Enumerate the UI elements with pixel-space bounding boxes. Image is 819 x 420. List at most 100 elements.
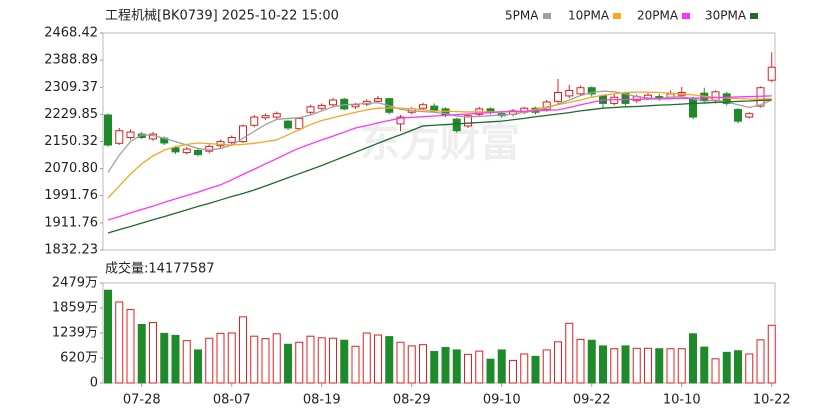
volume-bar xyxy=(239,316,247,384)
x-tick-label: 08-07 xyxy=(213,393,251,408)
candle-body xyxy=(171,147,180,153)
volume-bar xyxy=(722,351,731,384)
candle-body xyxy=(137,133,146,139)
volume-bar xyxy=(171,334,180,384)
candle-body xyxy=(621,92,630,104)
volume-bar xyxy=(205,337,214,384)
volume-bar xyxy=(587,339,596,384)
legend-label: 30PMA xyxy=(705,9,747,23)
candle-body xyxy=(419,104,427,109)
volume-bar xyxy=(610,348,619,384)
volume-bar xyxy=(531,355,540,384)
volume-bar xyxy=(137,324,146,384)
volume-bar xyxy=(160,332,169,384)
volume-bar xyxy=(126,309,135,384)
candle-body xyxy=(227,137,236,143)
candle-body xyxy=(306,106,315,113)
volume-bar xyxy=(666,348,675,384)
y-tick-label: 2479万 xyxy=(52,276,98,291)
candle-body xyxy=(767,66,776,81)
volume-bar xyxy=(599,345,607,384)
volume-bar xyxy=(441,347,450,384)
candle-body xyxy=(239,125,247,143)
volume-bar xyxy=(576,338,585,384)
y-tick-label: 2468.42 xyxy=(44,26,98,41)
volume-bar xyxy=(250,335,259,384)
candle-body xyxy=(745,113,754,118)
candle-body xyxy=(452,118,461,132)
candle-body xyxy=(272,113,281,118)
volume-bar xyxy=(407,345,416,384)
y-tick-label: 0 xyxy=(90,376,98,391)
candle-body xyxy=(182,148,191,154)
candle-body xyxy=(655,96,664,99)
candle-body xyxy=(194,149,202,156)
volume-bar xyxy=(295,341,304,384)
legend-swatch xyxy=(750,13,758,19)
candle-body xyxy=(576,87,585,95)
y-tick-label: 1832.23 xyxy=(44,243,98,258)
volume-bar xyxy=(104,289,112,384)
candle-body xyxy=(711,91,720,102)
candle-body xyxy=(554,91,562,102)
candle-body xyxy=(351,104,360,108)
y-tick-label: 1911.76 xyxy=(44,215,98,230)
candle-body xyxy=(250,116,259,126)
x-tick-label: 09-10 xyxy=(483,393,521,408)
volume-bar xyxy=(317,337,326,384)
volume-bar xyxy=(554,341,562,384)
chart-title: 工程机械[BK0739] 2025-10-22 15:00 xyxy=(105,9,339,24)
candle-body xyxy=(587,87,596,95)
x-tick-label: 07-28 xyxy=(123,393,161,408)
x-tick-label: 09-22 xyxy=(573,393,611,408)
volume-bar xyxy=(497,349,506,384)
y-tick-label: 1859万 xyxy=(52,301,98,316)
candle-body xyxy=(734,109,742,122)
y-tick-label: 2388.89 xyxy=(44,53,98,68)
volume-bar xyxy=(520,353,529,384)
candle-body xyxy=(295,117,304,130)
candle-body xyxy=(115,130,124,144)
candle-body xyxy=(205,145,214,152)
volume-bar xyxy=(644,347,652,384)
volume-bar xyxy=(284,343,292,384)
volume-bar xyxy=(542,349,551,384)
volume-bar xyxy=(329,337,337,384)
volume-bar xyxy=(677,348,686,384)
volume-bar xyxy=(509,359,517,384)
candle-body xyxy=(396,116,405,125)
volume-bar xyxy=(464,353,472,384)
y-tick-label: 1991.76 xyxy=(44,188,98,203)
volume-bar xyxy=(711,358,720,384)
x-tick-label: 10-22 xyxy=(753,393,791,408)
x-tick-label: 10-10 xyxy=(663,393,701,408)
ma-line xyxy=(107,99,772,234)
volume-bar xyxy=(452,349,461,384)
volume-bar xyxy=(194,349,202,384)
volume-bar xyxy=(227,332,236,384)
volume-bar xyxy=(689,333,697,384)
candle-body xyxy=(689,97,697,118)
volume-bar xyxy=(306,335,315,384)
y-tick-label: 2309.37 xyxy=(44,80,98,95)
ma-line xyxy=(107,95,772,221)
volume-bar xyxy=(374,334,382,384)
volume-bar xyxy=(734,350,742,384)
watermark: 东方财富 xyxy=(360,120,520,166)
x-tick-label: 08-29 xyxy=(393,393,431,408)
candle-body xyxy=(126,131,135,139)
volume-bar xyxy=(362,332,371,384)
candle-body xyxy=(104,114,112,146)
volume-bar xyxy=(216,332,225,384)
legend-label: 20PMA xyxy=(637,9,679,23)
volume-bar xyxy=(115,301,124,384)
volume-bar xyxy=(565,322,574,384)
volume-bar xyxy=(475,350,484,384)
y-tick-label: 2070.80 xyxy=(44,161,98,176)
volume-bar xyxy=(767,324,776,384)
volume-bar xyxy=(340,339,349,384)
volume-bar xyxy=(486,358,495,384)
y-tick-label: 620万 xyxy=(60,350,98,365)
volume-title: 成交量:14177587 xyxy=(105,261,215,277)
